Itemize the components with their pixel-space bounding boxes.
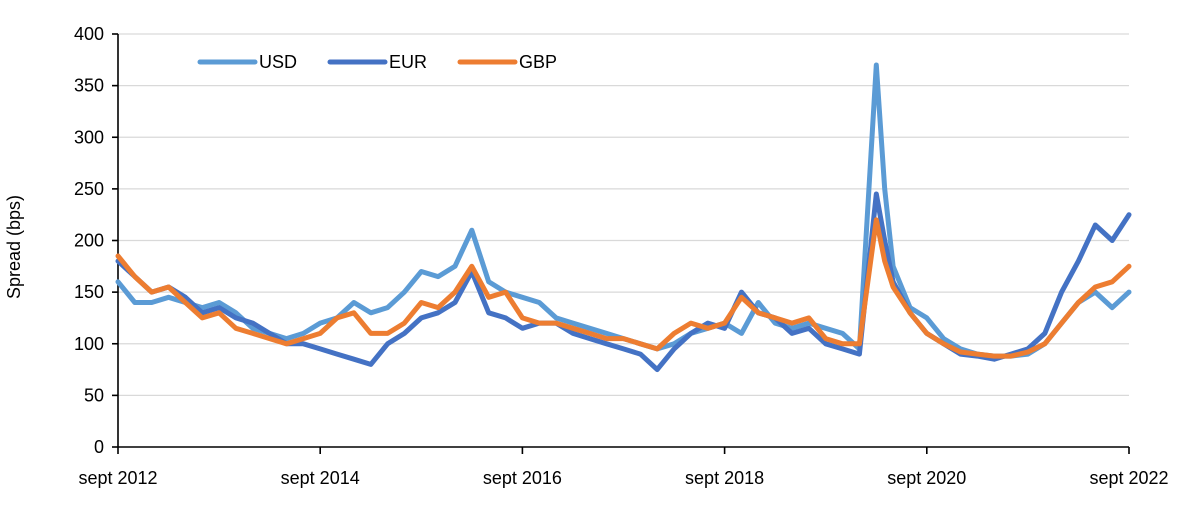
y-tick-label: 50 xyxy=(84,385,104,405)
x-tick-label: sept 2018 xyxy=(685,468,764,488)
x-tick-label: sept 2016 xyxy=(483,468,562,488)
x-tick-label: sept 2020 xyxy=(887,468,966,488)
legend-label-gbp: GBP xyxy=(519,52,557,72)
y-tick-label: 100 xyxy=(74,334,104,354)
series-line-usd xyxy=(115,62,1132,359)
series-line-gbp xyxy=(115,217,1132,359)
legend: USD EUR GBP xyxy=(197,52,557,72)
series-lines xyxy=(115,62,1132,373)
y-axis-label: Spread (bps) xyxy=(4,195,24,299)
y-tick-label: 150 xyxy=(74,282,104,302)
y-tick-label: 0 xyxy=(94,437,104,457)
x-tick-label: sept 2022 xyxy=(1089,468,1168,488)
y-tick-label: 300 xyxy=(74,127,104,147)
y-tick-label: 200 xyxy=(74,231,104,251)
y-tick-label: 400 xyxy=(74,24,104,44)
x-tick-label: sept 2014 xyxy=(281,468,360,488)
legend-label-eur: EUR xyxy=(389,52,427,72)
x-tick-label: sept 2012 xyxy=(78,468,157,488)
y-tick-label: 250 xyxy=(74,179,104,199)
legend-label-usd: USD xyxy=(259,52,297,72)
y-tick-label: 350 xyxy=(74,76,104,96)
axes: 0 50 100 150 200 250 300 350 400 sept 2012 sept 20… xyxy=(74,24,1169,488)
